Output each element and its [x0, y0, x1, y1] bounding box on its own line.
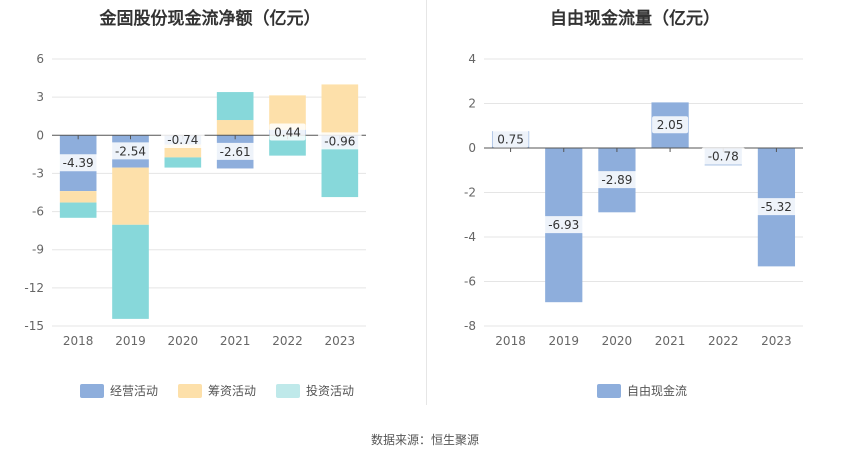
- left-data-label: -2.54: [115, 144, 146, 158]
- left-data-label-bg: [213, 142, 257, 160]
- right-data-label: -6.93: [548, 218, 579, 232]
- right-data-label-bg: [652, 116, 689, 134]
- left-x-tick-label: 2023: [325, 334, 356, 348]
- left-x-tick-label: 2020: [168, 334, 199, 348]
- left-data-label-bg: [269, 123, 306, 141]
- right-y-tick-label: -2: [464, 186, 476, 200]
- panel-divider: [426, 0, 427, 405]
- right-legend: 自由现金流: [597, 382, 707, 399]
- legend-label-investing: 投资活动: [306, 384, 355, 398]
- right-x-tick-label: 2020: [602, 334, 633, 348]
- left-y-tick-label: 0: [36, 128, 44, 142]
- left-legend: 经营活动 筹资活动 投资活动: [80, 382, 374, 399]
- left-data-label: -0.96: [324, 134, 355, 148]
- left-y-tick-label: -3: [32, 166, 44, 180]
- right-y-tick-label: -8: [464, 319, 476, 333]
- left-bar-series2-2020: [164, 157, 202, 168]
- right-chart-title: 自由现金流量（亿元）: [550, 9, 720, 29]
- right-x-tick-label: 2019: [548, 334, 579, 348]
- right-data-label: -2.89: [601, 173, 632, 187]
- right-data-label: -0.78: [708, 150, 739, 164]
- legend-swatch-investing: [276, 383, 301, 398]
- left-y-tick-label: -15: [24, 319, 44, 333]
- left-data-label: -2.61: [220, 145, 251, 159]
- right-y-tick-label: -4: [464, 230, 476, 244]
- legend-item-fcf[interactable]: 自由现金流: [597, 382, 687, 399]
- left-bar-series2-2021: [216, 92, 254, 121]
- left-x-tick-label: 2022: [272, 334, 303, 348]
- left-x-tick-label: 2019: [115, 334, 146, 348]
- left-x-tick-label: 2021: [220, 334, 251, 348]
- right-data-label: 2.05: [657, 118, 684, 132]
- left-bar-series1-2023: [321, 84, 359, 136]
- left-data-label-bg: [318, 132, 362, 150]
- right-x-tick-label: 2023: [761, 334, 792, 348]
- right-x-tick-label: 2018: [495, 334, 526, 348]
- right-y-tick-label: 2: [468, 97, 476, 111]
- legend-label-fcf: 自由现金流: [627, 384, 688, 398]
- right-data-label-bg: [701, 147, 745, 165]
- left-bar-series1-2018: [59, 191, 97, 203]
- left-data-label: -0.74: [167, 133, 198, 147]
- left-chart-title: 金固股份现金流净额（亿元）: [99, 9, 321, 29]
- left-bar-series2-2018: [59, 202, 97, 218]
- left-x-tick-label: 2018: [63, 334, 94, 348]
- left-data-label-bg: [108, 142, 153, 160]
- left-y-tick-label: 6: [36, 52, 44, 66]
- left-bar-series1-2019: [112, 167, 149, 225]
- left-y-tick-label: -6: [32, 205, 44, 219]
- right-data-label: -5.32: [761, 200, 792, 214]
- left-y-tick-label: 3: [36, 90, 44, 104]
- left-bar-series1-2021: [216, 120, 254, 136]
- left-data-label: -4.39: [63, 156, 94, 170]
- right-y-tick-label: -6: [464, 275, 476, 289]
- left-y-tick-label: -12: [24, 281, 44, 295]
- left-data-label: 0.44: [274, 125, 301, 139]
- right-x-tick-label: 2022: [708, 334, 739, 348]
- legend-item-investing[interactable]: 投资活动: [276, 382, 354, 399]
- left-y-tick-label: -9: [32, 243, 44, 257]
- right-data-label-bg: [754, 198, 799, 216]
- data-source: 数据来源：恒生聚源: [370, 433, 479, 447]
- legend-label-financing: 筹资活动: [208, 384, 257, 398]
- legend-swatch-fcf: [597, 383, 621, 398]
- legend-label-operating: 经营活动: [110, 384, 159, 398]
- legend-swatch-financing: [178, 383, 203, 398]
- legend-swatch-operating: [80, 383, 104, 398]
- legend-item-financing[interactable]: 筹资活动: [178, 382, 256, 399]
- right-x-tick-label: 2021: [655, 334, 686, 348]
- right-y-tick-label: 4: [468, 52, 476, 66]
- right-data-label-bg: [542, 216, 586, 234]
- right-data-label-bg: [595, 171, 639, 189]
- right-data-label-bg: [492, 130, 529, 148]
- left-bar-series2-2019: [112, 224, 149, 319]
- left-data-label-bg: [161, 130, 205, 148]
- left-bar-series2-2023: [321, 147, 359, 198]
- left-data-label-bg: [56, 154, 100, 172]
- right-data-label: 0.75: [497, 133, 524, 147]
- right-y-tick-label: 0: [468, 141, 476, 155]
- legend-item-operating[interactable]: 经营活动: [80, 382, 158, 399]
